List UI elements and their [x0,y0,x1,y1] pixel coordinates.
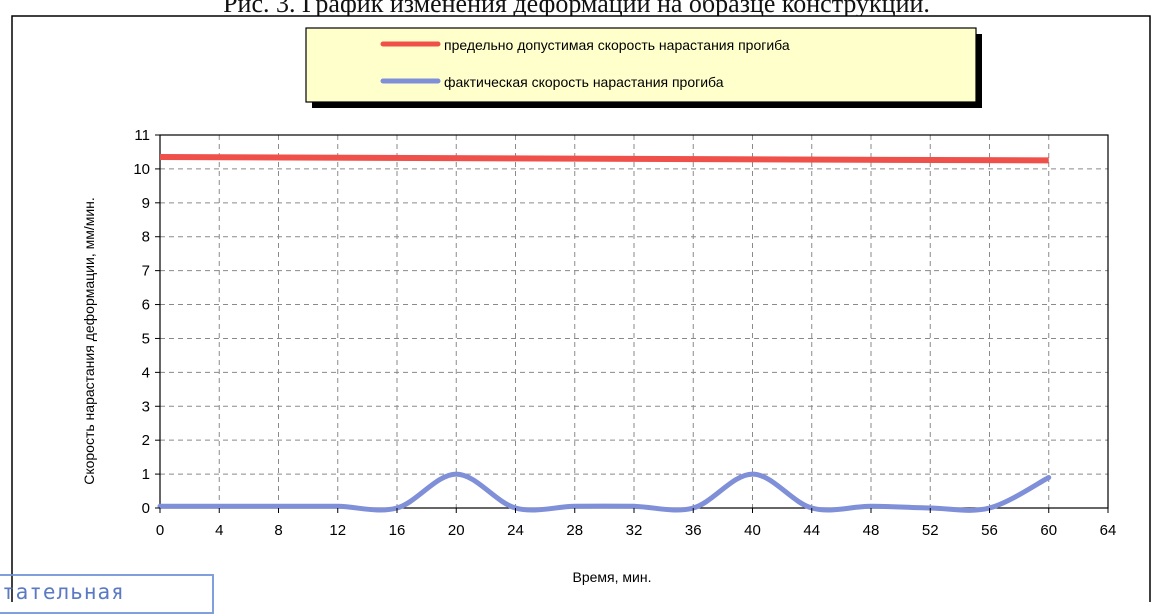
stamp: тательная [0,574,214,614]
y-tick-label: 11 [134,127,150,144]
y-axis-label: Скорость нарастания деформации, мм/мин. [81,197,97,485]
x-tick-label: 16 [389,522,406,539]
y-tick-label: 2 [142,432,150,449]
x-tick-label: 52 [922,522,939,539]
x-tick-label: 12 [329,522,346,539]
x-tick-label: 56 [981,522,998,539]
x-tick-label: 60 [1040,522,1057,539]
y-axis-ticks: 0 1 2 3 4 5 6 7 8 9 10 11 [133,127,160,517]
page-title: Рис. 3. График изменения деформации на о… [223,0,930,18]
y-tick-label: 9 [142,195,150,212]
legend-label-limit: предельно допустимая скорость нарастания… [444,37,790,53]
x-axis-label: Время, мин. [573,569,652,585]
y-tick-label: 10 [133,161,150,178]
x-tick-label: 24 [507,522,524,539]
legend-label-actual: фактическая скорость нарастания прогиба [444,74,724,90]
x-tick-label: 8 [274,522,282,539]
x-tick-label: 44 [803,522,820,539]
grid [160,135,1108,508]
x-tick-label: 28 [566,522,583,539]
x-tick-label: 40 [744,522,761,539]
y-tick-label: 6 [142,297,150,314]
y-tick-label: 1 [142,466,150,483]
x-tick-label: 64 [1100,522,1117,539]
y-tick-label: 5 [142,330,150,347]
legend: предельно допустимая скорость нарастания… [305,27,982,108]
y-tick-label: 0 [142,500,150,517]
x-tick-label: 32 [626,522,643,539]
series-layer [157,154,1052,513]
y-tick-label: 3 [142,398,150,415]
x-tick-label: 4 [215,522,223,539]
x-tick-label: 0 [156,522,164,539]
legend-box [305,27,977,103]
series-line-limit [159,154,1049,164]
x-tick-label: 36 [685,522,702,539]
y-tick-label: 8 [142,229,150,246]
y-tick-label: 7 [142,263,150,280]
x-tick-label: 20 [448,522,465,539]
x-axis-ticks: 0 4 8 12 16 20 24 28 32 36 40 44 48 52 56 60 64 [156,508,1117,539]
x-tick-label: 48 [863,522,880,539]
series-line-actual [157,471,1052,513]
y-tick-label: 4 [142,364,150,381]
